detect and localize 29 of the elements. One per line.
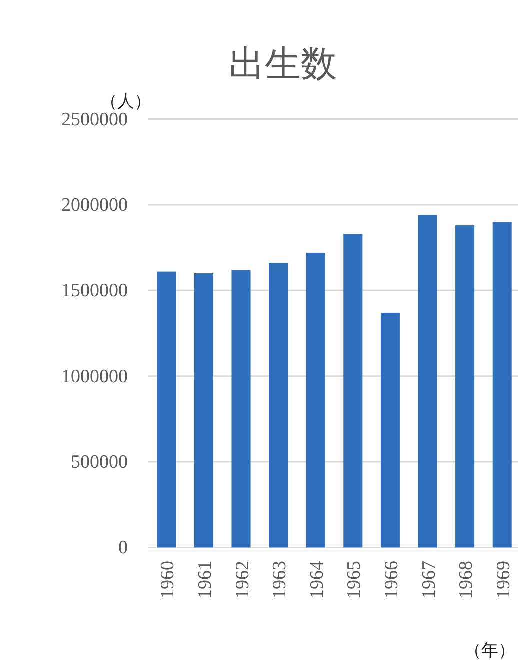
x-tick-label: 1963 [270,561,291,599]
y-tick-label: 1000000 [62,366,128,388]
bar [269,263,288,548]
x-tick-label: 1962 [232,561,254,599]
bar [418,215,438,548]
x-tick-label: 1969 [493,561,514,599]
bar [157,272,176,548]
bar [380,312,400,548]
x-axis-title: （年） [464,641,516,661]
bar [194,274,214,548]
bar [344,234,363,548]
x-tick-label: 1961 [194,561,216,599]
x-tick-label: 1965 [344,561,366,599]
y-tick-label: 0 [118,538,128,559]
x-tick-label: 1960 [158,561,179,599]
y-tick-label: 1500000 [62,280,128,302]
bar [232,270,251,548]
x-tick-label: 1968 [456,561,478,599]
bar [456,226,475,548]
y-tick-label: 2000000 [62,194,128,216]
y-tick-label: 500000 [71,452,128,474]
chart-title: 出生数 [229,44,337,85]
bar [492,222,512,548]
bar [306,252,326,548]
y-axis-title: （人） [100,92,152,112]
x-tick-label: 1966 [381,561,402,599]
x-tick-label: 1967 [418,561,440,599]
y-tick-label: 2500000 [62,109,128,130]
x-tick-label: 1964 [306,560,328,599]
